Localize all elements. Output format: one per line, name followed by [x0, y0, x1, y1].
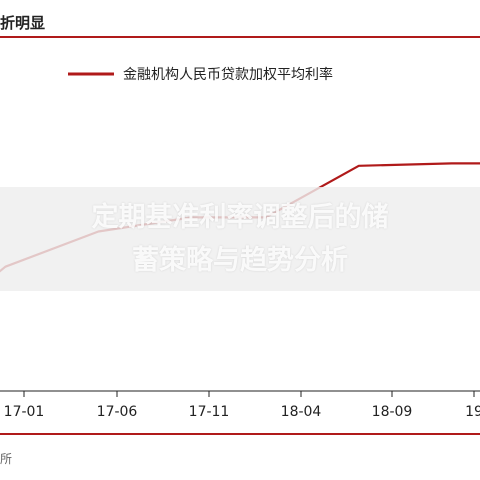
page-title: 折明显 — [0, 14, 46, 32]
x-tick-label: 17-11 — [189, 404, 230, 420]
x-tick-label: 18-04 — [281, 404, 322, 420]
x-tick-label: 18-09 — [372, 404, 413, 420]
top-rule — [0, 36, 480, 38]
overlay-title: 定期基准利率调整后的储 蓄策略与趋势分析 — [0, 196, 480, 282]
x-ticks: 17-01 17-06 17-11 18-04 18-09 19 — [4, 391, 480, 420]
overlay-line-1: 定期基准利率调整后的储 — [91, 202, 389, 233]
legend: 金融机构人民币贷款加权平均利率 — [68, 66, 333, 83]
legend-label: 金融机构人民币贷款加权平均利率 — [123, 66, 333, 83]
watermark-overlay — [0, 187, 480, 291]
x-tick-label: 17-06 — [97, 404, 138, 420]
x-tick-label: 19 — [465, 404, 480, 420]
bottom-rule — [0, 433, 480, 435]
x-tick-label: 17-01 — [4, 404, 45, 420]
source-note: 所 — [0, 452, 13, 466]
overlay-line-2: 蓄策略与趋势分析 — [132, 245, 348, 276]
